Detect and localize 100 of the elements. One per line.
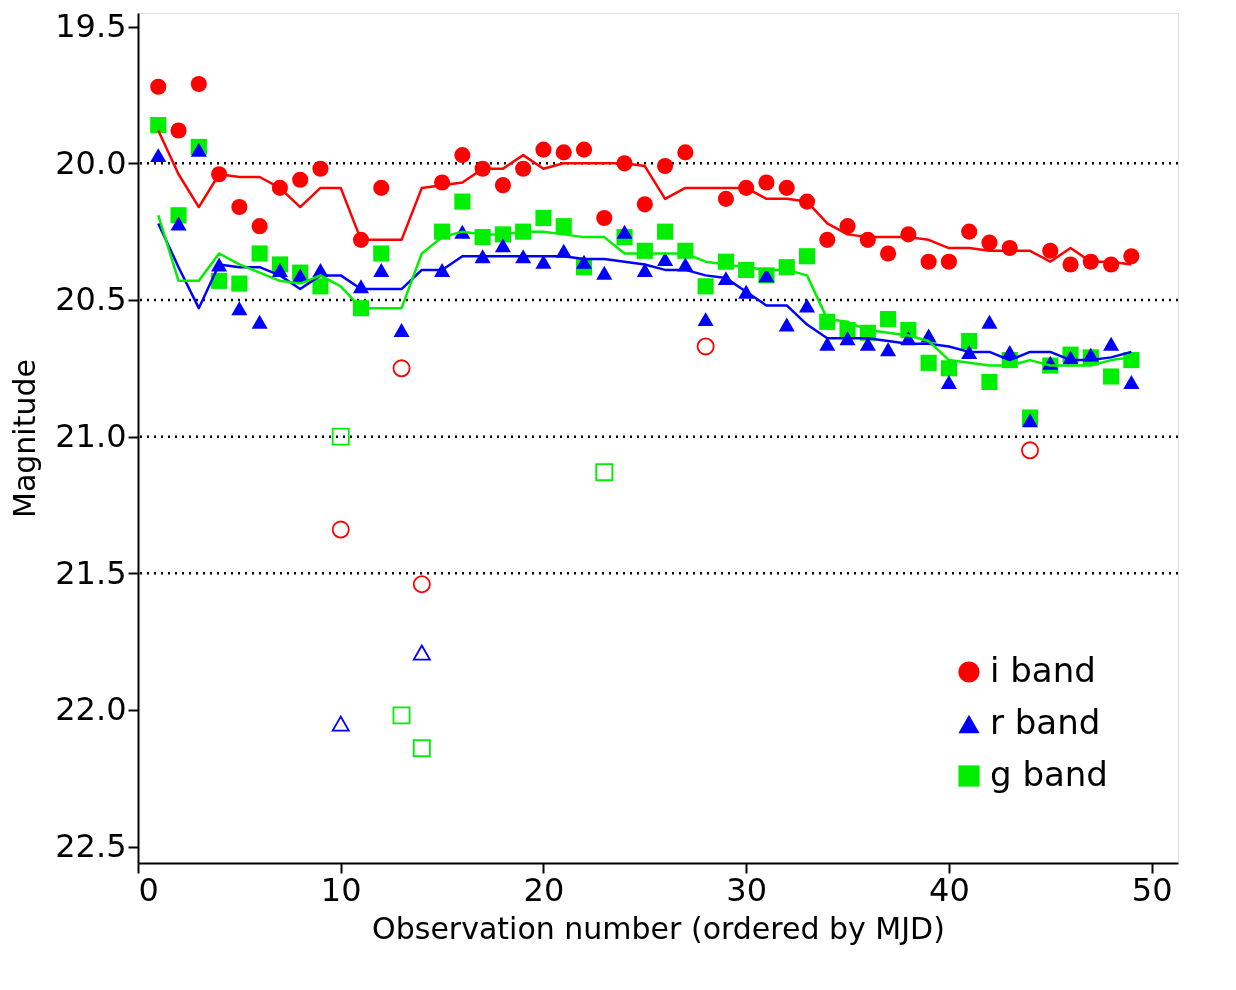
point <box>697 278 714 295</box>
point <box>961 223 978 240</box>
point <box>555 144 572 161</box>
point <box>657 158 674 175</box>
point <box>292 171 309 188</box>
y-axis-title: Magnitude <box>7 359 43 518</box>
point <box>1062 256 1079 273</box>
x-tick-label: 30 <box>726 870 768 909</box>
point <box>170 122 187 139</box>
point <box>555 218 572 235</box>
point <box>170 216 187 231</box>
y-tick-label: 20.0 <box>55 143 127 182</box>
point <box>616 224 633 239</box>
point <box>231 301 248 316</box>
point <box>373 245 390 262</box>
point <box>859 336 876 351</box>
point <box>331 715 350 732</box>
point <box>819 336 836 351</box>
point <box>331 520 350 539</box>
point <box>920 253 937 270</box>
point <box>1021 413 1039 428</box>
point <box>331 427 350 446</box>
point <box>392 706 411 725</box>
point <box>596 265 613 280</box>
point <box>1042 242 1059 259</box>
point <box>961 332 978 350</box>
legend-label: r band <box>990 702 1101 742</box>
point <box>515 160 532 177</box>
point <box>150 117 167 134</box>
point <box>170 207 187 224</box>
point <box>312 160 329 177</box>
point <box>758 174 775 191</box>
point <box>940 360 957 377</box>
point <box>150 78 167 95</box>
point <box>677 144 694 161</box>
point <box>636 196 653 213</box>
point <box>393 323 410 338</box>
point <box>494 177 511 194</box>
point <box>392 359 411 378</box>
point <box>596 209 613 227</box>
y-tick-label: 22.5 <box>55 827 127 866</box>
point <box>373 262 390 277</box>
point <box>880 245 897 262</box>
point <box>778 179 795 196</box>
point <box>454 193 471 210</box>
point <box>373 179 390 196</box>
point <box>535 209 552 227</box>
y-tick-label: 19.5 <box>55 7 127 46</box>
point <box>412 575 431 594</box>
point <box>981 234 998 251</box>
point <box>412 739 431 758</box>
point <box>190 76 207 93</box>
x-tick-label: 0 <box>138 870 159 909</box>
legend-label: g band <box>990 754 1108 794</box>
point <box>839 218 856 235</box>
y-tick-label: 22.0 <box>55 690 127 729</box>
x-axis-title: Observation number (ordered by MJD) <box>372 910 945 946</box>
point <box>657 252 674 266</box>
point <box>575 254 593 269</box>
point <box>1123 248 1140 265</box>
point <box>798 248 816 265</box>
point <box>819 231 836 248</box>
point <box>940 253 957 270</box>
x-tick-label: 50 <box>1131 870 1173 909</box>
point <box>231 275 248 292</box>
point <box>981 373 998 391</box>
legend-label: i band <box>990 650 1096 690</box>
point <box>717 190 734 207</box>
point <box>150 148 167 163</box>
point <box>251 245 268 262</box>
point <box>778 317 795 332</box>
point <box>251 314 268 329</box>
point <box>880 311 897 328</box>
point <box>231 199 248 216</box>
x-tick-label: 40 <box>929 870 970 909</box>
point <box>535 141 552 158</box>
point <box>575 141 593 158</box>
point <box>251 218 268 235</box>
point <box>1123 374 1140 389</box>
point <box>1103 336 1120 351</box>
point <box>696 337 715 356</box>
point <box>657 223 674 240</box>
point <box>1021 441 1039 460</box>
point <box>312 278 329 295</box>
point <box>190 142 207 157</box>
point <box>1103 368 1120 385</box>
y-tick-label: 20.5 <box>55 280 127 319</box>
point <box>535 254 552 269</box>
y-tick-label: 21.0 <box>55 417 127 456</box>
y-tick-label: 21.5 <box>55 553 127 592</box>
x-tick-label: 20 <box>523 870 565 909</box>
point <box>940 374 957 389</box>
point <box>412 644 431 661</box>
point <box>920 354 937 371</box>
point <box>981 314 998 329</box>
point <box>494 238 511 253</box>
point <box>454 147 471 164</box>
point <box>798 298 816 313</box>
point <box>595 463 614 482</box>
point <box>697 312 714 327</box>
